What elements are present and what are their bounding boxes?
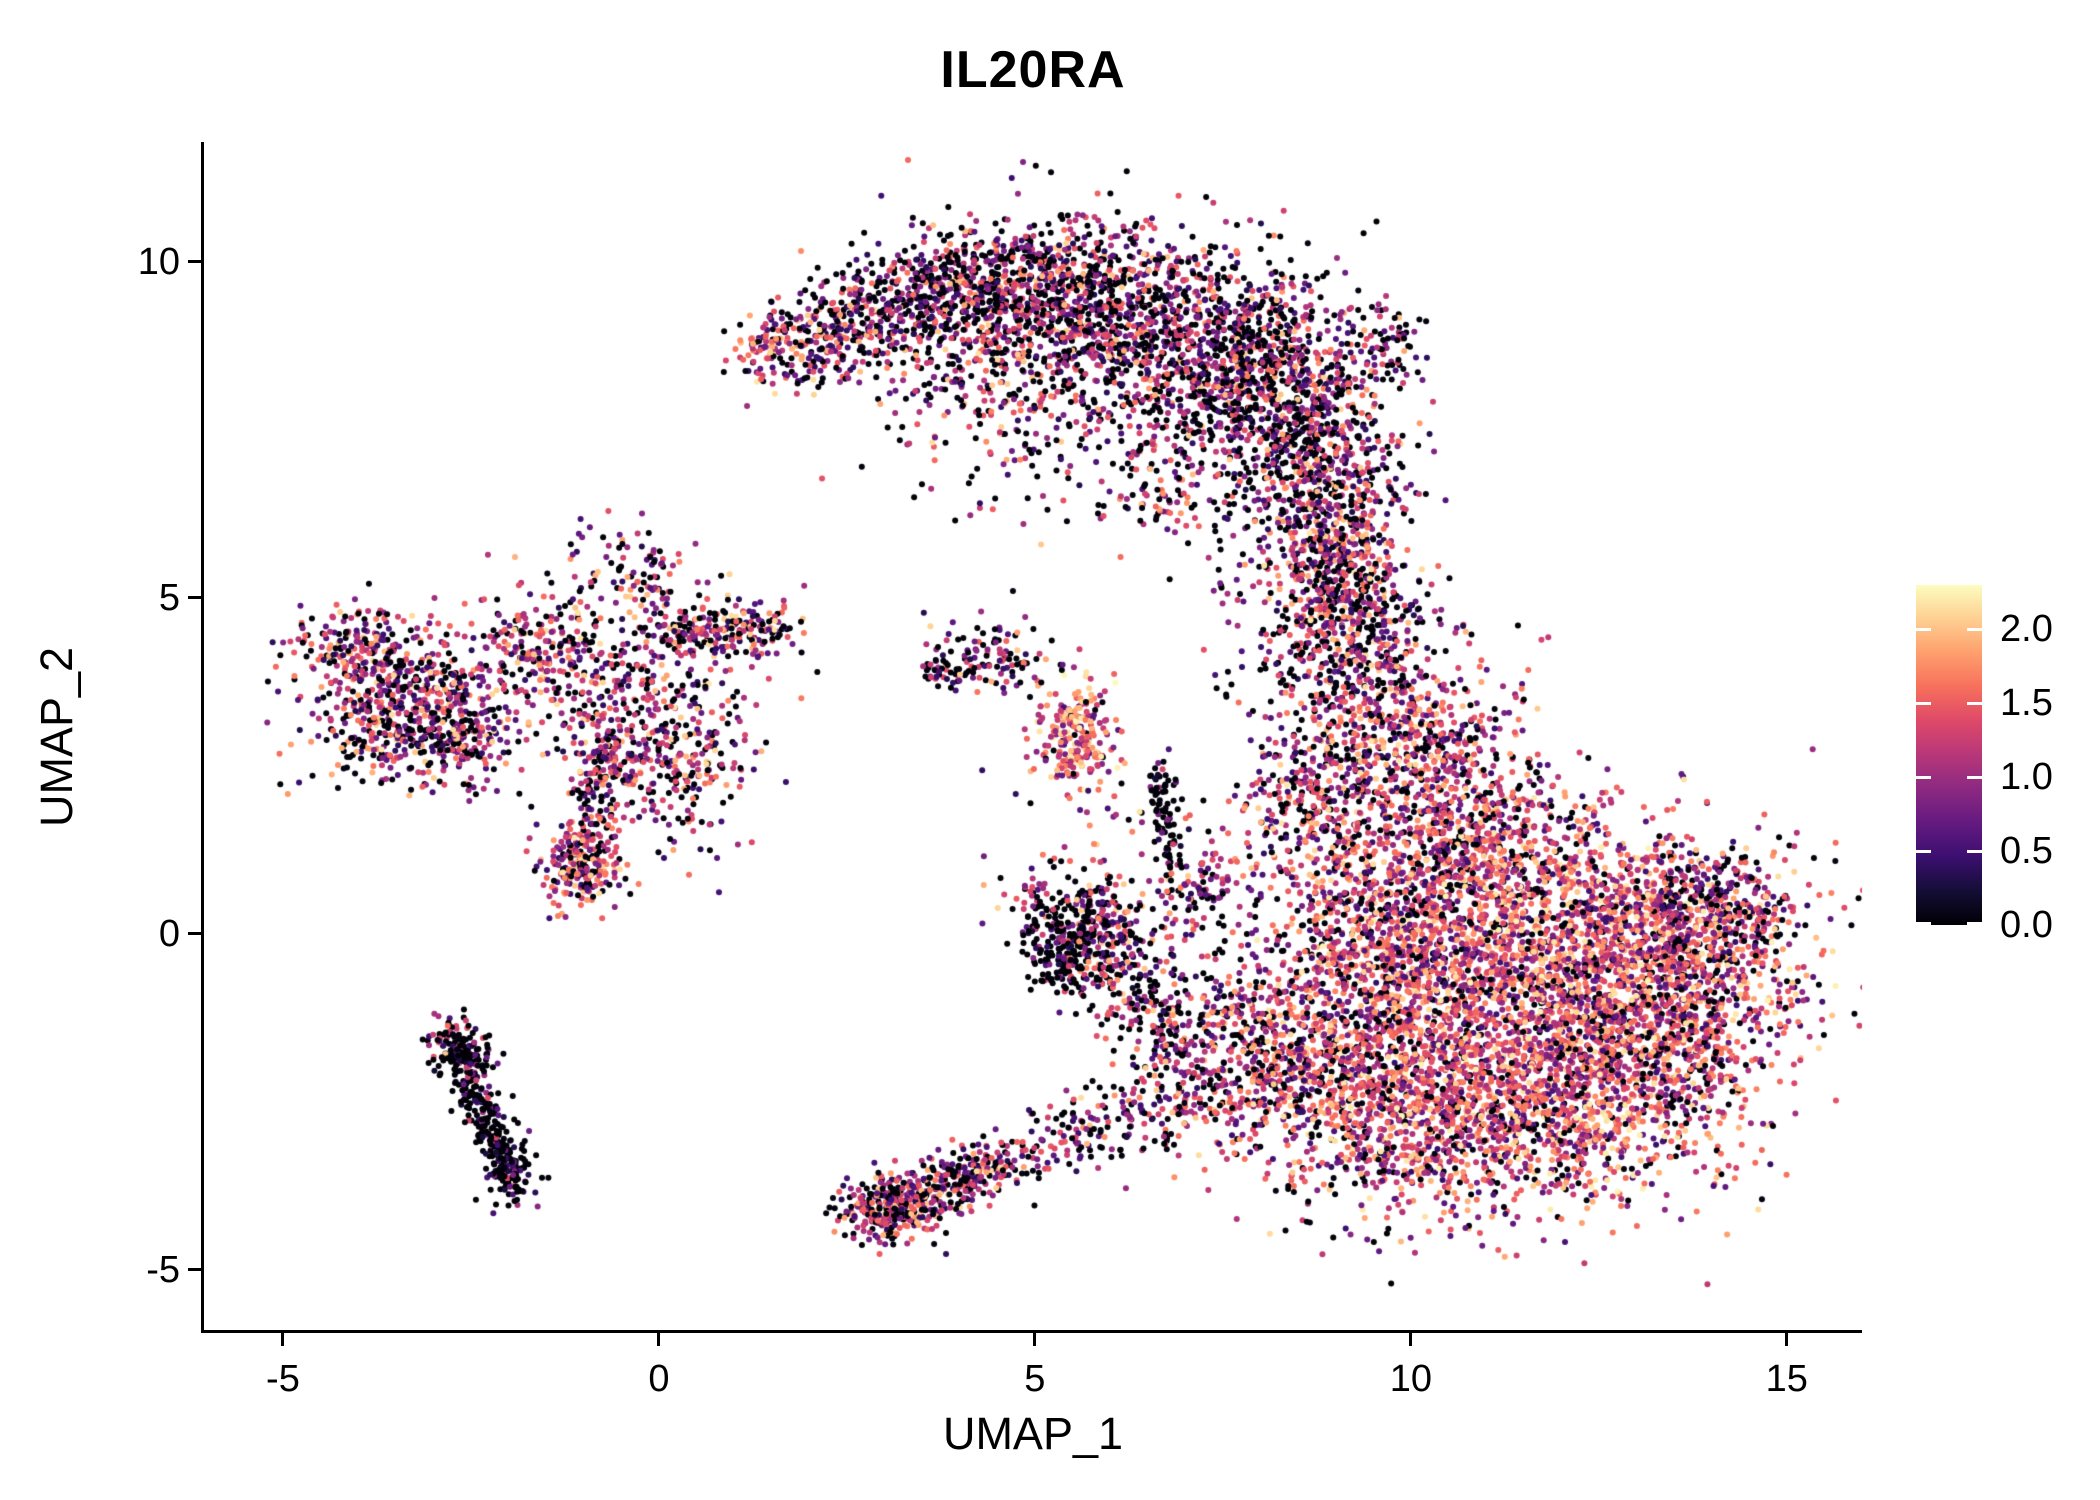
colorbar-tick-label: 1.0 bbox=[2000, 756, 2053, 799]
y-tick-mark bbox=[188, 932, 201, 936]
x-tick-mark bbox=[1409, 1333, 1413, 1346]
y-tick-mark bbox=[188, 596, 201, 600]
y-axis-line bbox=[201, 142, 204, 1333]
x-tick-mark bbox=[281, 1333, 285, 1346]
x-tick-label: -5 bbox=[266, 1358, 300, 1400]
colorbar-tick-label: 1.5 bbox=[2000, 682, 2053, 725]
colorbar-tick-mark bbox=[1916, 701, 1931, 705]
colorbar-tick-mark bbox=[1967, 922, 1982, 925]
x-tick-label: 15 bbox=[1765, 1358, 1808, 1400]
y-tick-label: 5 bbox=[158, 576, 180, 619]
x-tick-mark bbox=[657, 1333, 661, 1346]
x-axis-title: UMAP_1 bbox=[942, 1408, 1124, 1459]
colorbar-tick-mark bbox=[1916, 922, 1931, 925]
x-tick-mark bbox=[1033, 1333, 1037, 1346]
x-tick-mark bbox=[1785, 1333, 1789, 1346]
colorbar-tick-label: 0.5 bbox=[2000, 830, 2053, 873]
y-tick-mark bbox=[188, 260, 201, 264]
chart-title: IL20RA bbox=[940, 41, 1126, 99]
x-axis-line bbox=[201, 1330, 1862, 1333]
y-tick-label: -5 bbox=[146, 1248, 180, 1291]
colorbar-tick-mark bbox=[1967, 849, 1982, 853]
y-tick-mark bbox=[188, 1268, 201, 1272]
colorbar-tick-label: 0.0 bbox=[2000, 904, 2053, 946]
colorbar bbox=[1916, 585, 1982, 925]
y-tick-label: 10 bbox=[137, 240, 180, 283]
y-axis-title: UMAP_2 bbox=[31, 646, 82, 828]
colorbar-tick-mark bbox=[1916, 627, 1931, 631]
colorbar-tick-mark bbox=[1967, 701, 1982, 705]
x-tick-label: 0 bbox=[648, 1358, 670, 1400]
x-tick-label: 5 bbox=[1024, 1358, 1046, 1400]
colorbar-tick-mark bbox=[1916, 849, 1931, 853]
colorbar-gradient bbox=[1916, 585, 1982, 925]
colorbar-tick-mark bbox=[1916, 775, 1931, 779]
colorbar-tick-mark bbox=[1967, 775, 1982, 779]
y-tick-label: 0 bbox=[158, 912, 180, 955]
x-tick-label: 10 bbox=[1389, 1358, 1432, 1400]
colorbar-tick-label: 2.0 bbox=[2000, 608, 2053, 651]
colorbar-tick-mark bbox=[1967, 627, 1982, 631]
